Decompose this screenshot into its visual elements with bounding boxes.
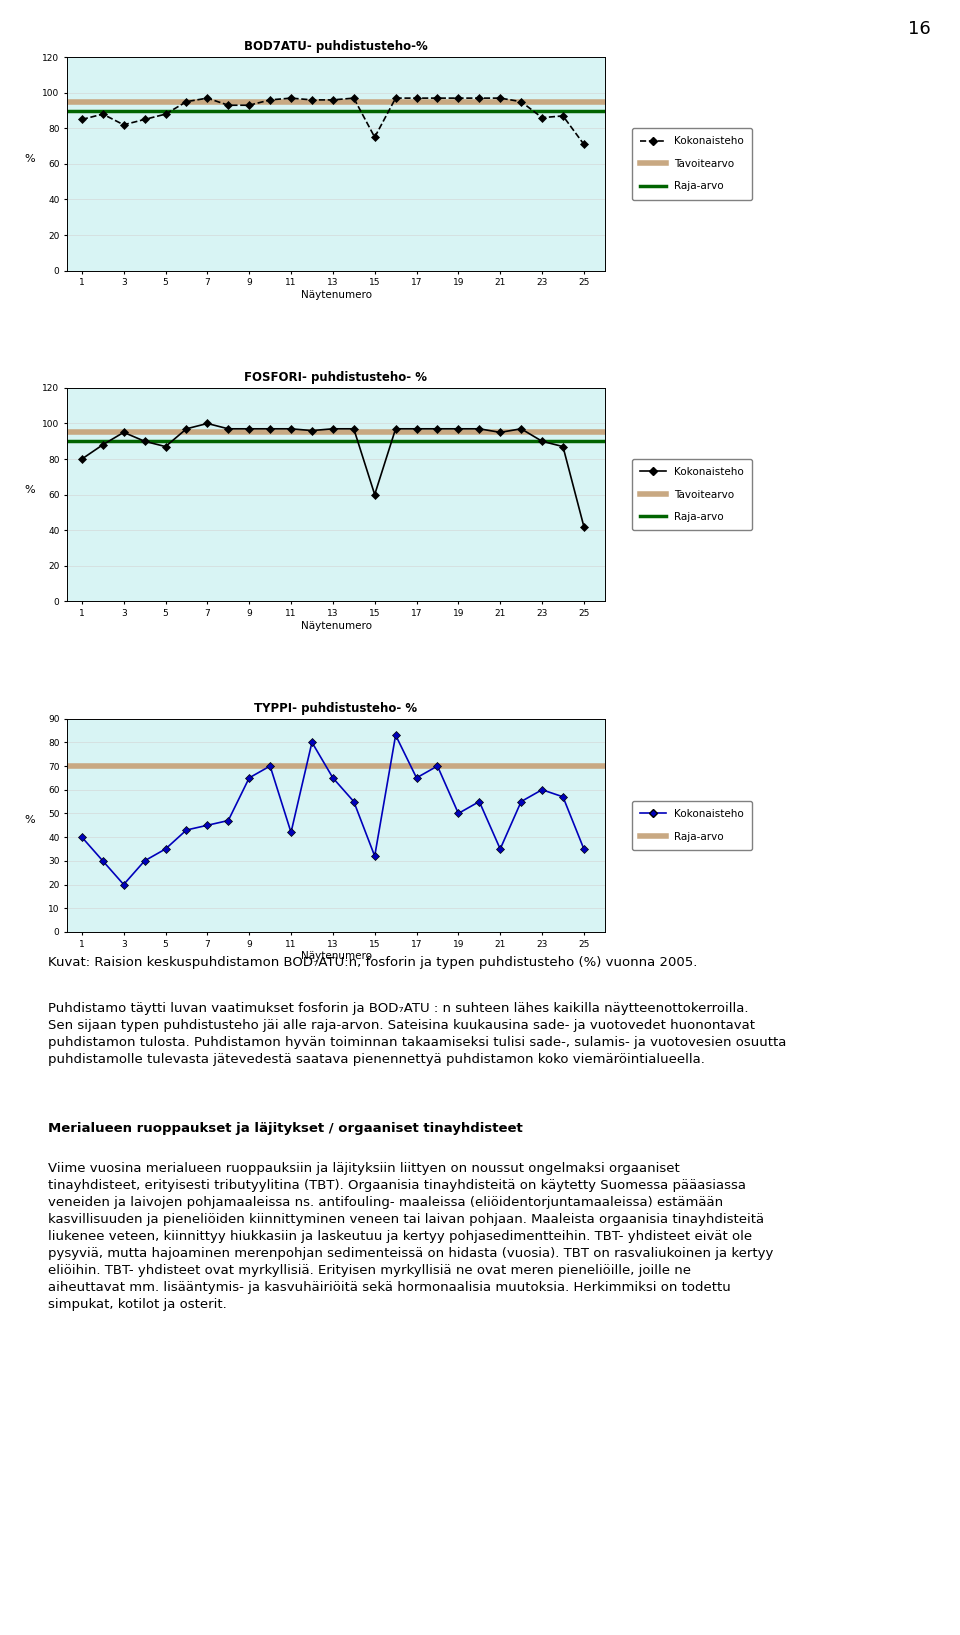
Y-axis label: %: % — [24, 484, 35, 495]
Text: Merialueen ruoppaukset ja läjitykset / orgaaniset tinayhdisteet: Merialueen ruoppaukset ja läjitykset / o… — [48, 1122, 523, 1135]
Y-axis label: %: % — [24, 154, 35, 164]
X-axis label: Näytenumero: Näytenumero — [300, 952, 372, 961]
Legend: Kokonaisteho, Tavoitearvo, Raja-arvo: Kokonaisteho, Tavoitearvo, Raja-arvo — [632, 459, 753, 530]
X-axis label: Näytenumero: Näytenumero — [300, 289, 372, 299]
Title: FOSFORI- puhdistusteho- %: FOSFORI- puhdistusteho- % — [245, 371, 427, 384]
Legend: Kokonaisteho, Raja-arvo: Kokonaisteho, Raja-arvo — [632, 801, 753, 850]
Text: Viime vuosina merialueen ruoppauksiin ja läjityksiin liittyen on noussut ongelma: Viime vuosina merialueen ruoppauksiin ja… — [48, 1162, 774, 1311]
Title: TYPPI- puhdistusteho- %: TYPPI- puhdistusteho- % — [254, 701, 418, 714]
Title: BOD7ATU- puhdistusteho-%: BOD7ATU- puhdistusteho-% — [244, 41, 428, 54]
Text: Puhdistamo täytti luvan vaatimukset fosforin ja BOD₇ATU : n suhteen lähes kaikil: Puhdistamo täytti luvan vaatimukset fosf… — [48, 1002, 786, 1066]
Text: 16: 16 — [908, 20, 931, 38]
Legend: Kokonaisteho, Tavoitearvo, Raja-arvo: Kokonaisteho, Tavoitearvo, Raja-arvo — [632, 128, 753, 199]
Y-axis label: %: % — [24, 816, 35, 826]
Text: Kuvat: Raision keskuspuhdistamon BOD₇ATU:n, fosforin ja typen puhdistusteho (%) : Kuvat: Raision keskuspuhdistamon BOD₇ATU… — [48, 956, 697, 970]
X-axis label: Näytenumero: Näytenumero — [300, 621, 372, 631]
